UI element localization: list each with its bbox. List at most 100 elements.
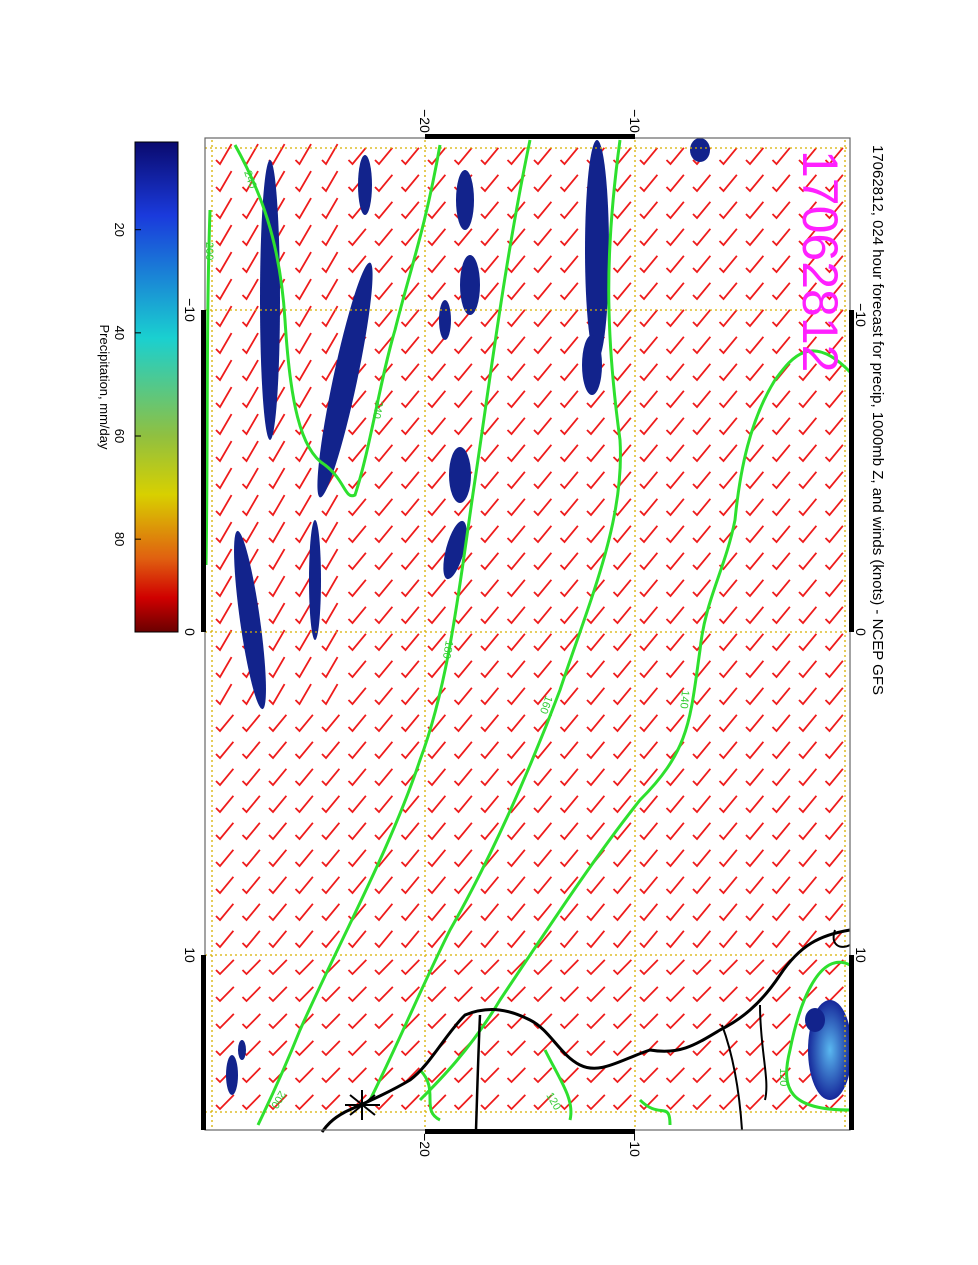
wind-barb <box>718 606 738 625</box>
wind-barb <box>533 606 553 625</box>
wind-barb <box>639 930 659 949</box>
contours <box>204 139 852 1126</box>
wind-barb <box>506 255 526 274</box>
wind-barb <box>347 959 367 976</box>
precip-area <box>234 530 266 710</box>
wind-barb <box>506 147 526 166</box>
wind-barb <box>374 174 394 193</box>
wind-barb <box>506 903 526 922</box>
wind-barb <box>374 525 394 544</box>
wind-barb <box>612 363 632 382</box>
wind-barb <box>268 822 288 841</box>
wind-barb <box>665 174 685 193</box>
wind-barb <box>718 1040 738 1057</box>
wind-barb <box>612 1067 632 1084</box>
wind-barb <box>427 228 447 247</box>
wind-barb <box>453 795 473 814</box>
wind-barb <box>745 768 765 787</box>
wind-barb <box>771 498 791 517</box>
wind-barb <box>798 903 818 922</box>
wind-barb <box>268 1094 288 1111</box>
wind-barb <box>400 876 420 895</box>
wind-barb <box>480 579 500 598</box>
wind-barb <box>533 471 553 490</box>
wind-barb <box>480 660 500 679</box>
wind-barb <box>824 282 844 301</box>
wind-barb <box>798 849 818 868</box>
wind-barb <box>294 876 314 895</box>
wind-barb <box>506 986 526 1003</box>
wind-barb <box>241 1013 261 1030</box>
wind-barb <box>506 606 526 625</box>
wind-barb <box>612 579 632 598</box>
wind-barb <box>294 278 312 301</box>
wind-barb <box>692 1040 712 1057</box>
precip-area <box>690 138 710 162</box>
wind-barb <box>798 687 818 706</box>
wind-barb <box>771 552 791 571</box>
wind-barb <box>824 741 844 760</box>
wind-barb <box>321 359 339 382</box>
wind-barb <box>533 174 553 193</box>
wind-barb <box>400 174 420 193</box>
wind-barb <box>824 336 844 355</box>
wind-barb <box>321 548 339 571</box>
wind-barb <box>400 930 420 949</box>
wind-barb <box>665 822 685 841</box>
wind-barb <box>347 525 367 544</box>
wind-barb <box>639 336 659 355</box>
wind-barb <box>321 1040 341 1057</box>
wind-barb <box>215 197 233 220</box>
wind-barb <box>427 282 447 301</box>
wind-barb <box>692 822 712 841</box>
wind-barb <box>745 822 765 841</box>
wind-barb <box>533 903 553 922</box>
wind-barb <box>639 471 659 490</box>
wind-barb <box>241 959 261 976</box>
wind-barb <box>453 849 473 868</box>
wind-barb <box>533 147 553 166</box>
wind-barb <box>771 417 791 436</box>
wind-barb <box>824 444 844 463</box>
wind-barb <box>665 1013 685 1030</box>
wind-barb <box>427 201 447 220</box>
wind-barb <box>241 197 259 220</box>
wind-barb <box>559 444 579 463</box>
wind-barb <box>612 417 632 436</box>
wind-barb <box>453 336 473 355</box>
coast <box>320 928 851 1133</box>
wind-barb <box>374 417 394 436</box>
wind-barb <box>321 741 341 760</box>
wind-barb <box>268 1040 288 1057</box>
wind-barb <box>533 1040 553 1057</box>
wind-barb <box>215 849 235 868</box>
wind-barb <box>374 1094 394 1111</box>
wind-barb <box>506 1040 526 1057</box>
wind-barb <box>506 417 526 436</box>
wind-barb <box>347 849 367 868</box>
wind-barb <box>268 903 288 922</box>
colorbar-tick-label: 60 <box>112 429 127 443</box>
wind-barb <box>639 606 659 625</box>
wind-barb <box>771 1013 791 1030</box>
wind-barb <box>824 986 844 1003</box>
wind-barb <box>559 741 579 760</box>
wind-barb <box>506 959 526 976</box>
wind-barb <box>480 309 500 328</box>
wind-barb <box>480 903 500 922</box>
wind-barb <box>718 849 738 868</box>
wind-barb <box>586 741 606 760</box>
wind-barb <box>480 795 500 814</box>
wind-barb <box>692 552 712 571</box>
wind-barb <box>798 741 818 760</box>
wind-barb <box>321 332 339 355</box>
frame-segment <box>849 310 854 632</box>
wind-barb <box>427 606 447 625</box>
wind-barb <box>506 1067 526 1084</box>
wind-barb <box>798 930 818 949</box>
wind-barb <box>718 147 738 166</box>
wind-barb <box>533 255 553 274</box>
wind-barb <box>347 606 367 625</box>
frame-ticks <box>201 134 854 1134</box>
contour-label: 120 <box>543 1091 563 1113</box>
